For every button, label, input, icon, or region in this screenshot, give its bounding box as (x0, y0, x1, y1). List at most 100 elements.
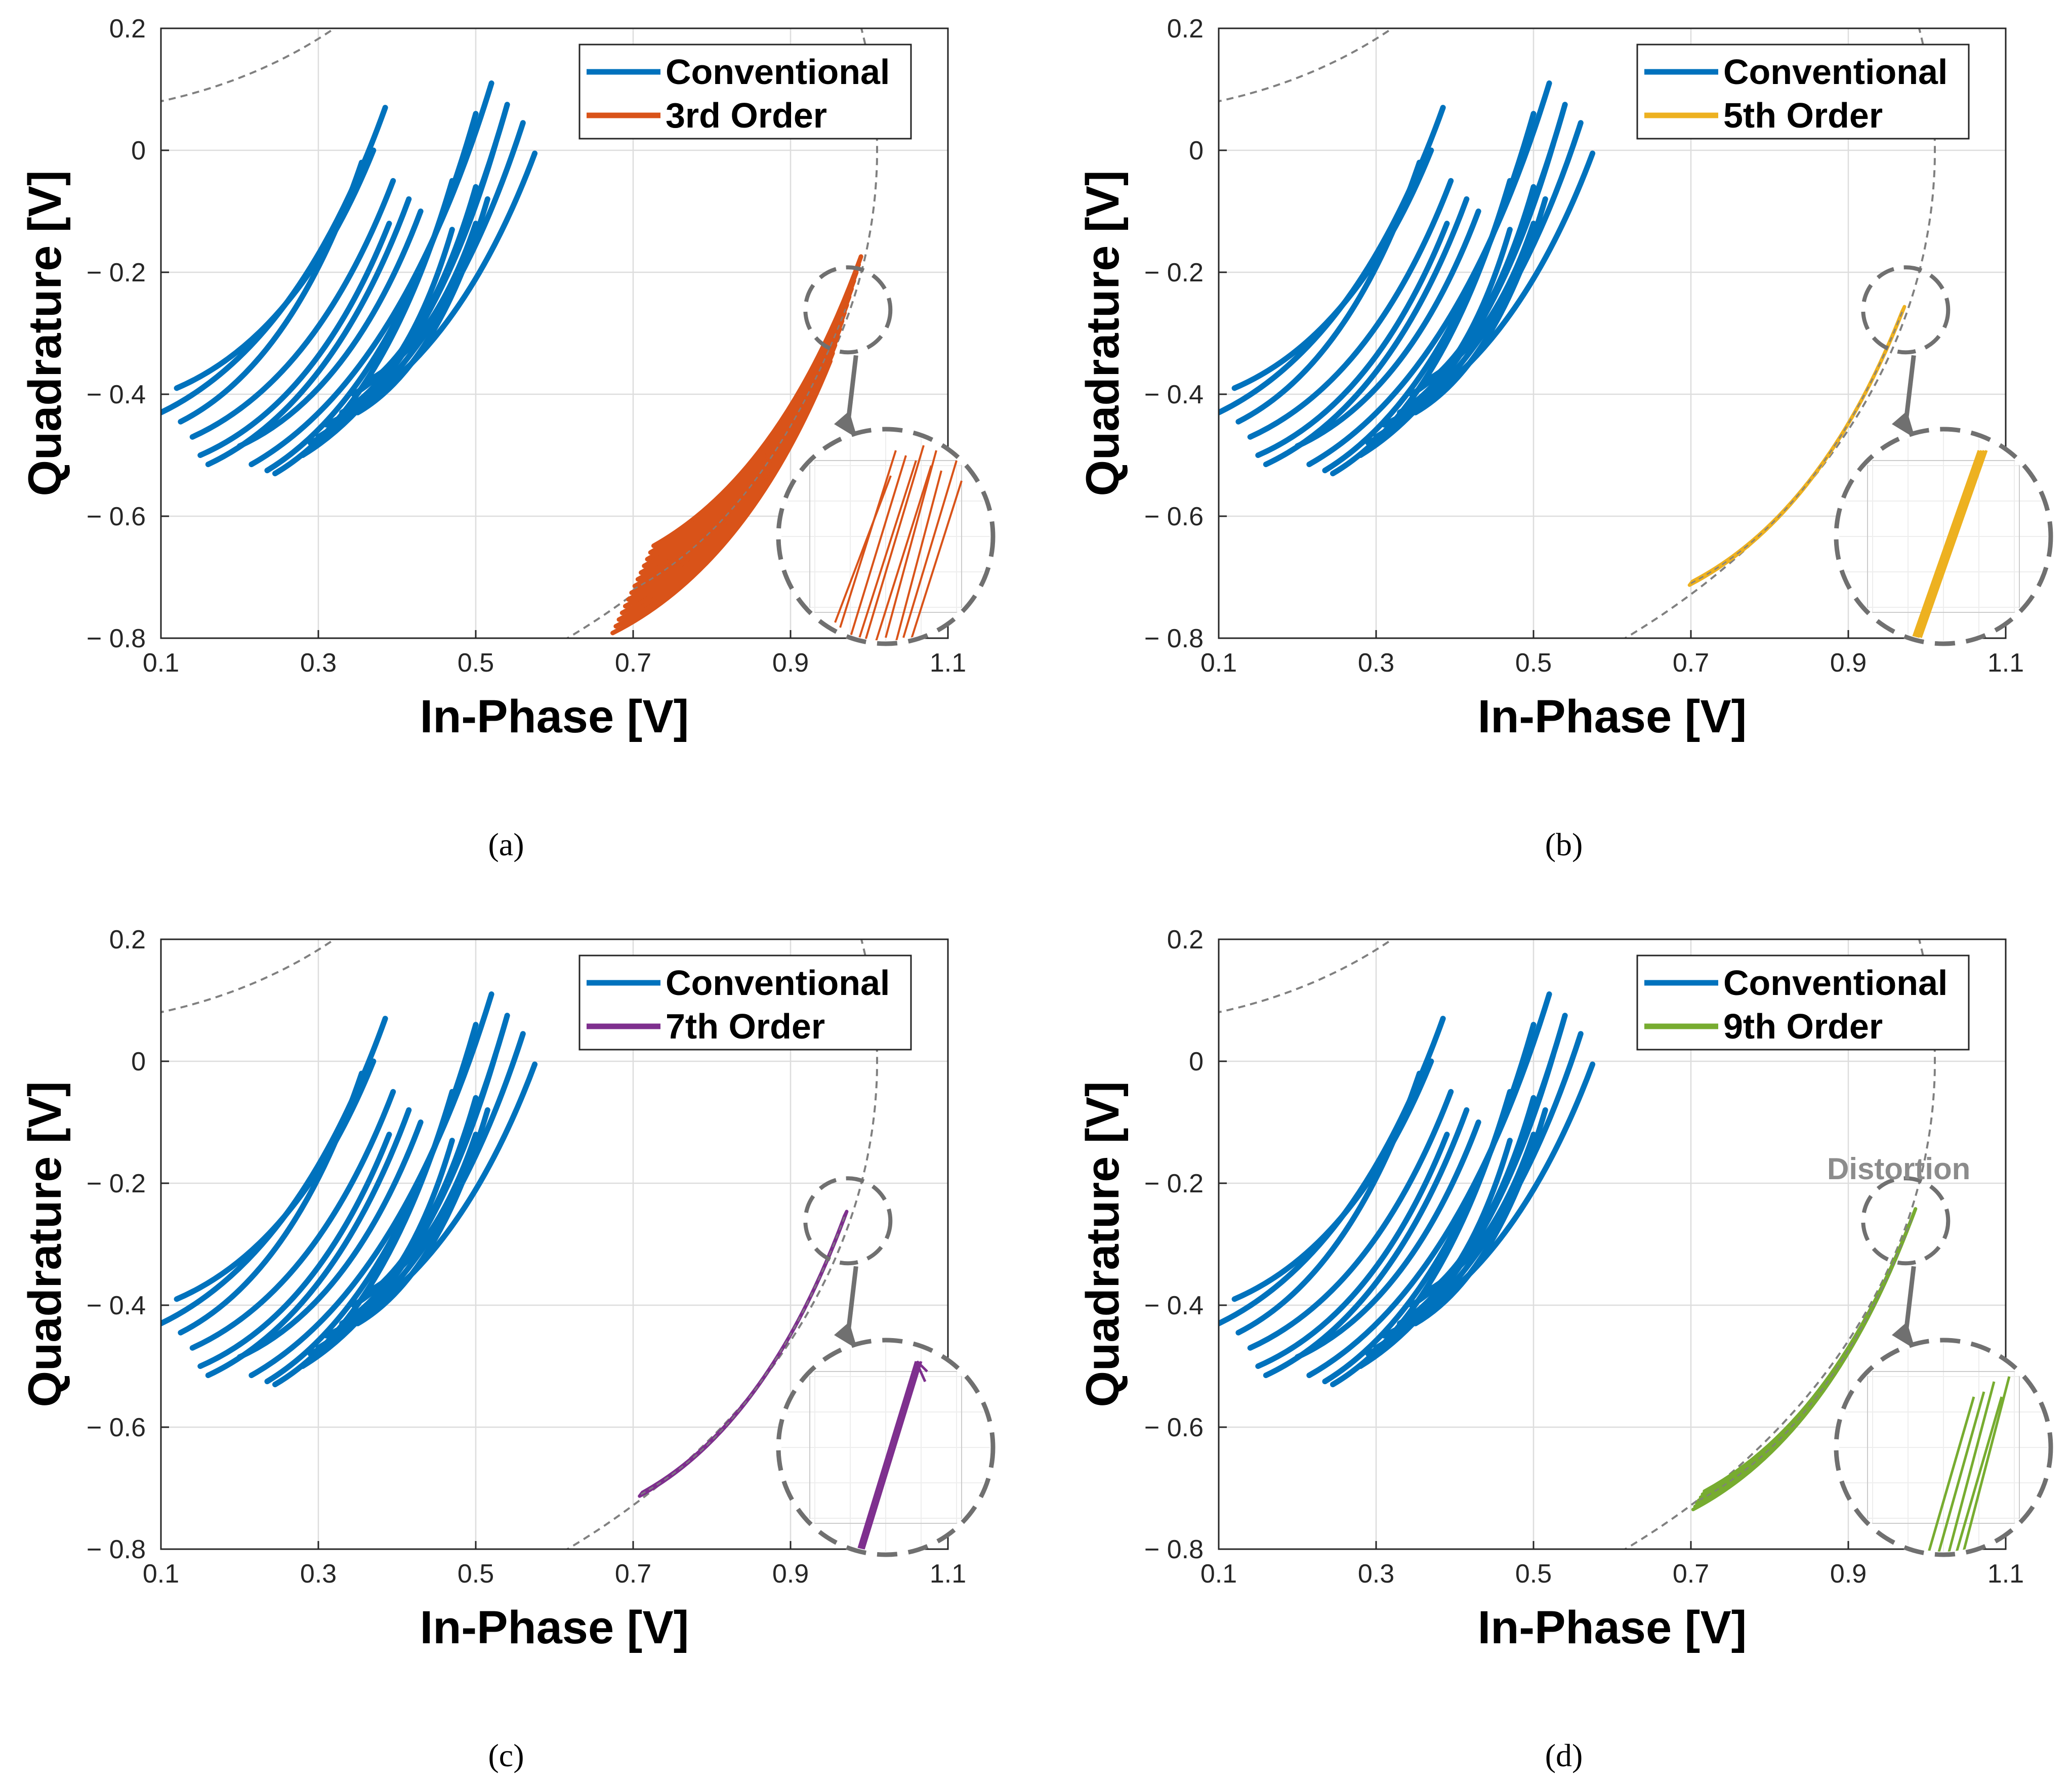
axes-frame (1218, 27, 2007, 639)
legend-label: Conventional (666, 52, 890, 92)
y-tick-label: − 0.2 (1144, 258, 1204, 287)
conventional-curve (174, 1058, 377, 1302)
x-tick-label: 0.7 (1673, 1559, 1709, 1589)
zoom-arrow (846, 1266, 858, 1333)
y-tick-label: − 0.6 (87, 1413, 146, 1442)
conventional-curve (1420, 1132, 1537, 1296)
x-tick-label: 1.1 (1987, 648, 2024, 678)
x-tick-label: 0.1 (143, 648, 179, 678)
y-tick-label: 0.2 (1167, 925, 1204, 954)
inset-border (1834, 1338, 2053, 1557)
inset-curve (902, 460, 958, 638)
y-tick-label: − 0.8 (1144, 1535, 1204, 1564)
y-tick-label: 0 (131, 136, 146, 165)
inset-curve (1912, 450, 1980, 638)
inset-curve (1937, 1391, 1985, 1552)
y-tick-label: 0 (1189, 136, 1204, 165)
zoom-marker-circle (1861, 1176, 1951, 1266)
inset-curve (916, 1360, 928, 1373)
zoom-inset (776, 427, 996, 646)
series-conventional (161, 80, 538, 477)
y-tick-label: − 0.4 (87, 380, 146, 409)
conventional-curve (362, 221, 479, 385)
zoom-inset (1834, 1338, 2053, 1557)
inset-curve (856, 1361, 918, 1552)
conventional-curve (189, 1089, 396, 1351)
conventional-curve (1295, 1119, 1481, 1360)
conventional-curve (1235, 1070, 1423, 1336)
legend-label: Conventional (1723, 963, 1947, 1003)
ideal-trace (640, 1213, 847, 1495)
conventional-curve (1413, 1107, 1548, 1326)
conventional-curve (1231, 147, 1434, 391)
compensated-curve (1703, 1207, 1918, 1493)
x-tick-label: 1.1 (930, 1559, 966, 1589)
inset-border (776, 1338, 996, 1557)
x-tick-label: 0.9 (1830, 648, 1867, 678)
conventional-curve (197, 221, 392, 458)
conventional-curve (1247, 178, 1454, 440)
inset-curve (1962, 1376, 2011, 1552)
conventional-curve (323, 150, 538, 428)
conventional-curve (355, 196, 490, 415)
zoom-arrowhead (1892, 1322, 1915, 1349)
x-tick-label: 0.3 (1358, 648, 1394, 678)
conventional-curve (237, 209, 424, 449)
ideal-trace (1690, 308, 1904, 584)
conventional-curve (1255, 1132, 1450, 1369)
inset-curve (875, 465, 932, 641)
inset-curve (1955, 1396, 2003, 1552)
x-tick-label: 0.7 (615, 1559, 651, 1589)
y-tick-label: − 0.2 (87, 1169, 146, 1198)
x-tick-label: 0.5 (1515, 1559, 1552, 1589)
series-conventional (161, 991, 538, 1388)
conventional-curve (1306, 991, 1552, 1379)
conventional-curve (1295, 209, 1481, 449)
x-tick-label: 0.9 (772, 648, 809, 678)
inset-curve (1919, 450, 1988, 638)
legend: Conventional 7th Order (578, 954, 912, 1051)
x-axis-label: In-Phase [V] (420, 691, 689, 742)
conventional-curve (1247, 1089, 1454, 1351)
x-tick-label: 1.1 (930, 648, 966, 678)
y-tick-label: − 0.8 (87, 1535, 146, 1564)
y-tick-label: − 0.4 (1144, 380, 1204, 409)
x-tick-label: 1.1 (1987, 1559, 2024, 1589)
conventional-curve (1306, 80, 1552, 468)
inset-curve (857, 460, 917, 641)
y-tick-label: − 0.2 (87, 258, 146, 287)
legend: Conventional 9th Order (1636, 954, 1970, 1051)
y-tick-label: 0 (1189, 1047, 1204, 1076)
axes-frame (160, 27, 949, 639)
conventional-curve (1381, 1061, 1596, 1339)
conventional-curve (197, 1132, 392, 1369)
legend-box (1636, 44, 1970, 140)
inset-curve (1947, 1381, 1996, 1552)
y-tick-label: 0.2 (109, 925, 146, 954)
x-axis-label: In-Phase [V] (1478, 691, 1747, 742)
zoom-arrowhead (834, 411, 857, 438)
conventional-curve (178, 1070, 365, 1336)
y-tick-label: − 0.8 (1144, 624, 1204, 653)
inset-curve (839, 450, 897, 628)
conventional-curve (362, 1132, 479, 1296)
legend-box (578, 44, 912, 140)
x-tick-label: 0.1 (143, 1559, 179, 1589)
panel-a: 0.1 0.3 0.5 0.7 0.9 1.1 0.2 0 − 0.2 − 0.4 − 0.6 − 0… (19, 14, 996, 862)
y-axis-label: Quadrature [V] (19, 1081, 71, 1407)
conventional-curve (248, 80, 494, 468)
zoom-arrow (1903, 1266, 1916, 1333)
conventional-curve (1413, 196, 1548, 415)
inset-curve (861, 1361, 923, 1552)
y-tick-label: − 0.4 (87, 1291, 146, 1320)
conventional-curve (1231, 1058, 1434, 1302)
inset-curve (1927, 1396, 1975, 1552)
conventional-curve (237, 1119, 424, 1360)
x-tick-label: 0.5 (458, 1559, 494, 1589)
panel-caption: (d) (1545, 1737, 1583, 1773)
zoom-marker-circle (803, 1176, 893, 1266)
zoom-inset (776, 1338, 996, 1557)
legend-box (1636, 954, 1970, 1051)
y-tick-label: 0.2 (1167, 14, 1204, 44)
